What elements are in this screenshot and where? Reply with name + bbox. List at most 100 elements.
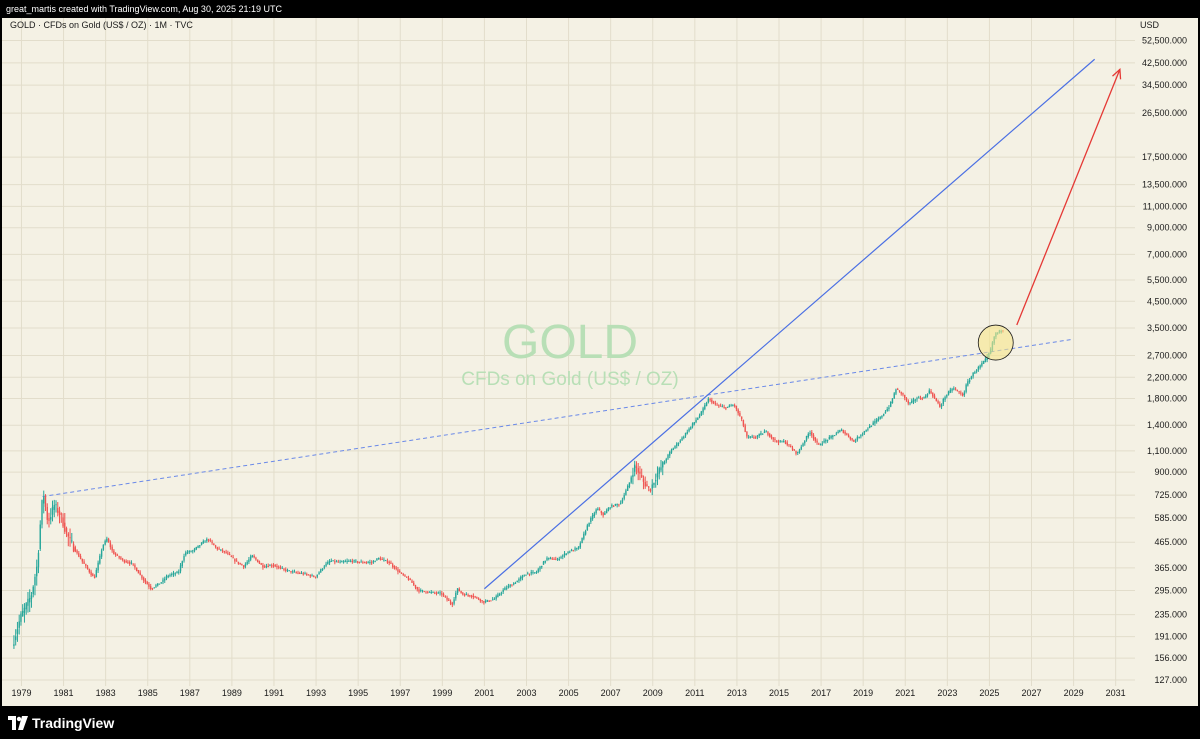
candle-body bbox=[534, 572, 536, 574]
candle-body bbox=[516, 580, 518, 583]
candle-body bbox=[867, 428, 869, 430]
price-tick-label: 3,500.000 bbox=[1147, 323, 1187, 333]
candle-body bbox=[206, 538, 208, 541]
candle-body bbox=[628, 482, 631, 487]
candle-body bbox=[658, 468, 660, 474]
candle-body bbox=[800, 446, 802, 450]
candle-body bbox=[358, 561, 361, 563]
candle-body bbox=[562, 555, 564, 557]
time-tick-label: 1989 bbox=[222, 688, 242, 698]
candle-body bbox=[232, 557, 234, 559]
candle-body bbox=[30, 595, 33, 599]
price-axis[interactable]: 52,500.000 42,500.000 34,500.000 26,500.000… bbox=[1142, 36, 1187, 686]
candle-body bbox=[135, 567, 138, 572]
candle-body bbox=[967, 381, 969, 386]
highlight-circle[interactable] bbox=[977, 324, 1014, 361]
chart-canvas[interactable]: GOLD CFDs on Gold (US$ / OZ) 52,500.000 4… bbox=[0, 0, 1200, 706]
candle-body bbox=[79, 556, 82, 560]
candle-body bbox=[595, 509, 597, 514]
tradingview-logo[interactable]: TradingView bbox=[8, 715, 114, 731]
candle-body bbox=[476, 597, 478, 599]
arrow-head bbox=[1112, 67, 1122, 80]
candle-body bbox=[698, 415, 701, 418]
candle-body bbox=[863, 431, 866, 433]
candle-body bbox=[150, 586, 152, 590]
time-tick-label: 2017 bbox=[811, 688, 831, 698]
candle-body bbox=[783, 440, 785, 442]
candle-body bbox=[292, 571, 294, 573]
candle-body bbox=[623, 495, 625, 499]
candle-body bbox=[339, 561, 341, 563]
candle-body bbox=[812, 434, 815, 439]
candle-body bbox=[798, 449, 801, 453]
candle-body bbox=[523, 575, 525, 577]
candle-body bbox=[505, 587, 508, 589]
candle-body bbox=[416, 587, 418, 590]
candle-body bbox=[662, 462, 664, 468]
candle-body bbox=[756, 435, 759, 437]
candle-body bbox=[511, 585, 513, 587]
candle-body bbox=[707, 398, 710, 403]
candle-body bbox=[977, 367, 980, 370]
chart-frame[interactable] bbox=[2, 18, 1198, 706]
candle-body bbox=[928, 390, 930, 394]
candle-body bbox=[413, 582, 415, 585]
candle-body bbox=[302, 573, 304, 575]
candle-body bbox=[528, 573, 531, 575]
candle-body bbox=[507, 585, 510, 588]
candle-body bbox=[323, 566, 326, 568]
price-tick-label: 156.000 bbox=[1154, 653, 1187, 663]
candle-body bbox=[676, 443, 678, 447]
candle-body bbox=[297, 572, 299, 574]
candle-body bbox=[432, 591, 434, 593]
candle-body bbox=[747, 436, 750, 438]
candle-body bbox=[712, 401, 715, 404]
candle-body bbox=[711, 399, 713, 403]
candle-body bbox=[55, 504, 57, 506]
candle-body bbox=[172, 573, 175, 575]
candle-body bbox=[43, 497, 45, 504]
candle-body bbox=[234, 558, 236, 562]
candle-body bbox=[974, 372, 976, 374]
candle-body bbox=[381, 559, 383, 561]
candle-body bbox=[579, 543, 582, 548]
candle-body bbox=[34, 576, 36, 586]
projection-arrow[interactable] bbox=[1016, 67, 1122, 326]
candle-body bbox=[828, 437, 831, 440]
candle-body bbox=[769, 433, 771, 437]
candle-body bbox=[512, 583, 515, 585]
candle-body bbox=[351, 560, 354, 563]
candle-body bbox=[118, 556, 120, 558]
price-tick-label: 13,500.000 bbox=[1142, 180, 1187, 190]
candle-body bbox=[904, 395, 906, 398]
candle-body bbox=[99, 555, 101, 564]
candle-body bbox=[85, 564, 87, 566]
candle-body bbox=[51, 506, 54, 515]
candle-body bbox=[244, 564, 247, 567]
candle-body bbox=[877, 418, 880, 421]
candle-body bbox=[472, 595, 475, 597]
candle-body bbox=[972, 372, 974, 377]
candle-body bbox=[719, 405, 722, 407]
time-axis[interactable]: 1979 1981 1983 1985 1987 1989 1991 1993 1995 1997… bbox=[11, 688, 1125, 698]
candle-body bbox=[854, 440, 857, 442]
candle-body bbox=[648, 486, 650, 488]
trend-line[interactable] bbox=[484, 58, 1096, 590]
candle-body bbox=[602, 512, 604, 516]
candle-body bbox=[963, 392, 966, 396]
dashed-trend-line[interactable] bbox=[42, 338, 1074, 498]
time-tick-label: 1993 bbox=[306, 688, 326, 698]
candle-body bbox=[249, 556, 252, 560]
candle-body bbox=[509, 584, 511, 587]
candle-body bbox=[797, 451, 799, 453]
candle-body bbox=[584, 531, 587, 535]
candle-body bbox=[851, 438, 853, 440]
candle-body bbox=[704, 405, 706, 410]
candle-body bbox=[36, 566, 38, 577]
candle-body bbox=[853, 439, 855, 442]
candle-body bbox=[90, 571, 92, 576]
candle-body bbox=[155, 585, 157, 587]
candle-body bbox=[525, 574, 527, 576]
candle-body bbox=[204, 541, 206, 543]
candle-body bbox=[767, 432, 769, 435]
